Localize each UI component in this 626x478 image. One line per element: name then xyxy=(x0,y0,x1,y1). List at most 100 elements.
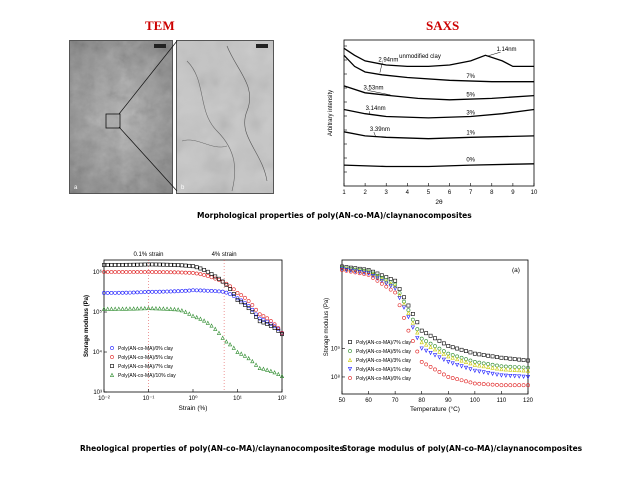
storage-data-point xyxy=(499,373,504,378)
rheology-data-point xyxy=(217,278,221,282)
storage-data-point xyxy=(348,268,353,273)
rheology-data-point xyxy=(161,289,166,294)
rheology-data-point xyxy=(150,289,155,294)
tem-image-low-magnification: a xyxy=(69,40,173,194)
storage-data-point xyxy=(455,362,460,368)
rheology-data-point xyxy=(128,262,132,267)
storage-data-point xyxy=(353,270,358,275)
storage-xtick-label: 110 xyxy=(497,398,507,404)
storage-data-point xyxy=(508,356,513,361)
storage-data-point xyxy=(397,292,402,297)
saxs-ylabel: Arbitrary intensity xyxy=(328,90,334,136)
saxs-chart: 1 2 3 4 5 6 7 8 9 10 2θ Arbitrary intensity 1.14nm 2.… xyxy=(328,39,538,206)
storage-data-point xyxy=(419,336,424,341)
rheology-data-point xyxy=(116,290,121,295)
rheology-data-point xyxy=(254,312,258,317)
rheology-data-point xyxy=(205,269,210,274)
rheology-data-point xyxy=(224,283,229,287)
storage-data-point xyxy=(402,299,406,304)
rheology-legend-marker xyxy=(110,346,114,350)
saxs-plot-frame xyxy=(343,39,535,187)
rheology-data-point xyxy=(209,272,214,276)
storage-data-point xyxy=(468,361,473,366)
storage-data-point xyxy=(459,378,464,383)
storage-data-point xyxy=(446,344,451,348)
rheology-legend: Poly(AN-co-MA)/0% clay Poly(AN-co-MA)/5% … xyxy=(109,346,176,379)
rheology-xtick-label: 10⁰ xyxy=(188,395,198,402)
storage-data-point xyxy=(384,279,389,284)
rheology-data-point xyxy=(146,305,151,311)
storage-data-point xyxy=(397,296,402,301)
storage-data-point xyxy=(517,367,522,373)
saxs-xlabel: 2θ xyxy=(435,199,443,206)
rheology-data-point xyxy=(209,288,214,293)
rheology-data-point xyxy=(105,263,110,267)
storage-data-point xyxy=(348,269,353,274)
rheology-data-point xyxy=(265,319,270,324)
rheology-data-point xyxy=(209,275,214,280)
storage-data-point xyxy=(459,347,464,352)
storage-data-point xyxy=(441,341,446,346)
storage-data-point xyxy=(424,339,429,344)
rheology-data-point xyxy=(235,349,240,354)
rheology-data-point xyxy=(194,265,199,270)
storage-data-point xyxy=(402,316,406,320)
rheology-xtick-label: 10¹ xyxy=(233,396,242,402)
caption-storage: Storage modulus of poly(AN-co-MA)/clayna… xyxy=(342,444,583,453)
storage-data-point xyxy=(406,315,411,320)
saxs-series-line xyxy=(343,163,535,168)
storage-data-point xyxy=(393,278,398,283)
rheology-data-point xyxy=(102,291,106,295)
rheology-data-point xyxy=(231,287,236,292)
rheology-data-point xyxy=(109,270,114,274)
storage-data-point xyxy=(433,336,437,341)
storage-data-point xyxy=(362,269,367,274)
rheology-data-point xyxy=(131,270,136,274)
storage-data-point xyxy=(344,268,349,273)
saxs-annotation: 5% xyxy=(466,92,475,98)
rheology-data-point xyxy=(168,289,173,294)
saxs-annotation: 3.39nm xyxy=(370,127,390,133)
rheology-chart: 0.1% strain 4% strain 10⁻² 10⁻¹ 10⁰ 10¹ 10² 10³… xyxy=(84,252,286,412)
rheology-data-point xyxy=(105,270,110,274)
saxs-series-line xyxy=(343,85,535,101)
rheology-data-point xyxy=(168,270,173,275)
storage-xtick-label: 50 xyxy=(339,398,346,404)
storage-data-point xyxy=(406,303,411,308)
storage-data-point xyxy=(339,267,345,272)
saxs-xtick-label: 9 xyxy=(511,190,515,196)
saxs-annotation: 1.14nm xyxy=(497,47,517,53)
rheology-data-point xyxy=(239,293,244,298)
rheology-data-point xyxy=(213,276,218,281)
rheology-data-point xyxy=(120,270,125,274)
rheology-data-point xyxy=(161,262,166,267)
rheology-data-point xyxy=(202,268,207,272)
rheology-data-point xyxy=(261,320,266,325)
storage-data-point xyxy=(357,271,362,276)
rheology-data-point xyxy=(165,262,169,267)
saxs-series-line xyxy=(343,108,535,119)
rheology-data-point xyxy=(124,306,129,311)
rheology-data-point xyxy=(198,272,203,277)
storage-legend-label: Poly(AN-co-MA)/0% clay xyxy=(356,376,412,382)
rheology-data-point xyxy=(246,355,251,361)
rheology-data-point xyxy=(187,263,192,268)
storage-data-point xyxy=(419,346,424,351)
rheology-data-point xyxy=(220,279,225,284)
storage-legend-label: Poly(AN-co-MA)/7% clay xyxy=(356,340,412,346)
storage-data-point xyxy=(375,276,380,281)
rheology-data-point xyxy=(139,270,143,274)
storage-legend-marker xyxy=(348,376,352,380)
rheology-data-point xyxy=(150,262,155,267)
rheology-data-point xyxy=(183,263,188,268)
tem-image-high-magnification: b xyxy=(176,40,274,194)
rheology-data-point xyxy=(217,276,221,281)
rheology-data-point xyxy=(220,279,225,284)
storage-data-point xyxy=(388,287,393,292)
rheology-data-point xyxy=(243,295,247,300)
storage-data-point xyxy=(525,368,531,373)
rheology-data-point xyxy=(220,289,225,294)
rheology-data-point xyxy=(268,368,273,373)
rheology-data-point xyxy=(113,270,118,274)
storage-data-point xyxy=(397,303,402,308)
